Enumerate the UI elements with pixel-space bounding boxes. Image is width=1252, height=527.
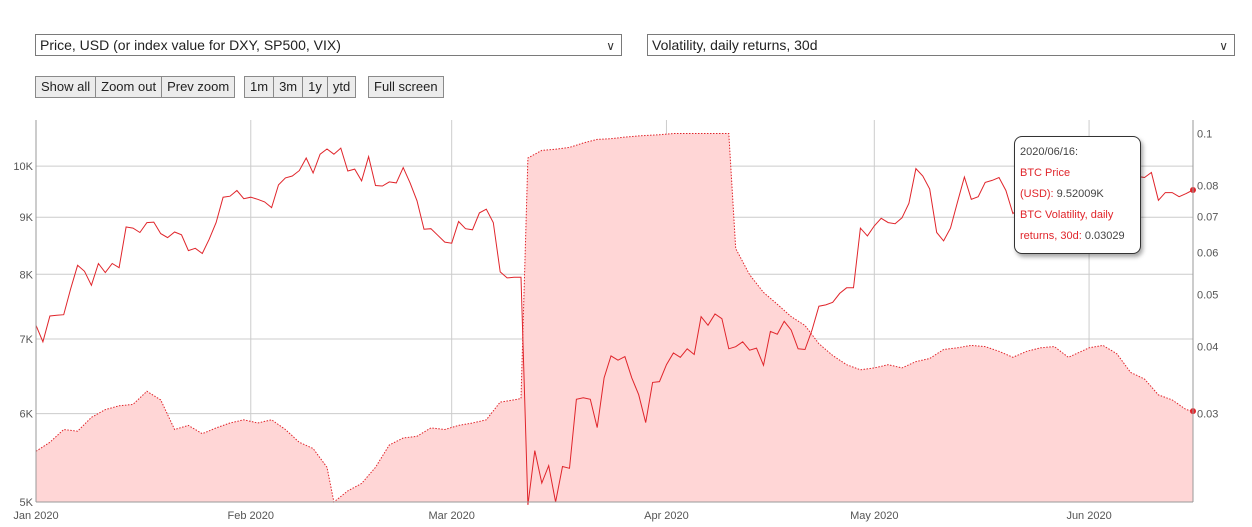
tooltip-price-label: BTC Price [1020,167,1071,179]
tooltip-vol-value: 0.03029 [1084,230,1125,242]
y-left-tick-label: 6K [20,409,34,421]
price-metric-select[interactable]: Price, USD (or index value for DXY, SP50… [35,34,622,56]
y-right-tick-label: 0.07 [1197,211,1218,223]
volatility-area [36,133,1193,502]
volatility-metric-select[interactable]: Volatility, daily returns, 30d ∨ [647,34,1235,56]
x-tick-label: May 2020 [850,510,898,522]
price-metric-select-value: Price, USD (or index value for DXY, SP50… [40,37,341,53]
x-tick-label: Feb 2020 [228,510,274,522]
range-ytd-button[interactable]: ytd [326,76,357,98]
y-right-tick-label: 0.06 [1197,247,1218,259]
volatility-line [35,133,1194,503]
volatility-metric-select-value: Volatility, daily returns, 30d [652,37,818,53]
tooltip-price-value: 9.52009K [1056,188,1104,200]
fullscreen-group: Full screen [368,76,444,98]
full-screen-button[interactable]: Full screen [368,76,444,98]
range-button-group: 1m 3m 1y ytd [244,76,357,98]
zoom-nav-group: Show all Zoom out Prev zoom [35,76,236,98]
y-right-tick-label: 0.05 [1197,290,1218,302]
y-left-tick-label: 8K [20,269,34,281]
zoom-out-button[interactable]: Zoom out [95,76,163,98]
axes: Jan 2020 Feb 2020 Mar 2020 Apr 2020 May 2020… [13,120,1218,522]
y-left-tick-label: 5K [20,497,34,509]
y-left-tick-label: 10K [13,161,33,173]
prev-zoom-button[interactable]: Prev zoom [161,76,236,98]
tooltip-vol-label: BTC Volatility, daily [1020,209,1114,221]
chevron-down-icon: ∨ [606,39,615,53]
y-right-tick-label: 0.04 [1197,342,1218,354]
y-right-tick-label: 0.03 [1197,408,1218,420]
x-tick-label: Mar 2020 [428,510,474,522]
range-1y-button[interactable]: 1y [302,76,328,98]
tooltip-date: 2020/06/16: [1020,146,1079,158]
tooltip-vol-label-unit: returns, 30d: [1020,230,1082,242]
chevron-down-icon: ∨ [1219,39,1228,53]
x-tick-label: Jun 2020 [1066,510,1111,522]
tooltip-price-label-unit: (USD): [1020,188,1054,200]
data-tooltip: 2020/06/16: BTC Price (USD): 9.52009K BT… [1014,136,1141,254]
price-line [35,147,1194,505]
y-right-tick-label: 0.1 [1197,129,1212,141]
x-tick-label: Jan 2020 [13,510,58,522]
y-left-tick-label: 7K [20,334,34,346]
y-left-tick-label: 9K [20,212,34,224]
show-all-button[interactable]: Show all [35,76,97,98]
range-3m-button[interactable]: 3m [273,76,304,98]
x-tick-label: Apr 2020 [644,510,689,522]
y-right-tick-label: 0.08 [1197,180,1218,192]
